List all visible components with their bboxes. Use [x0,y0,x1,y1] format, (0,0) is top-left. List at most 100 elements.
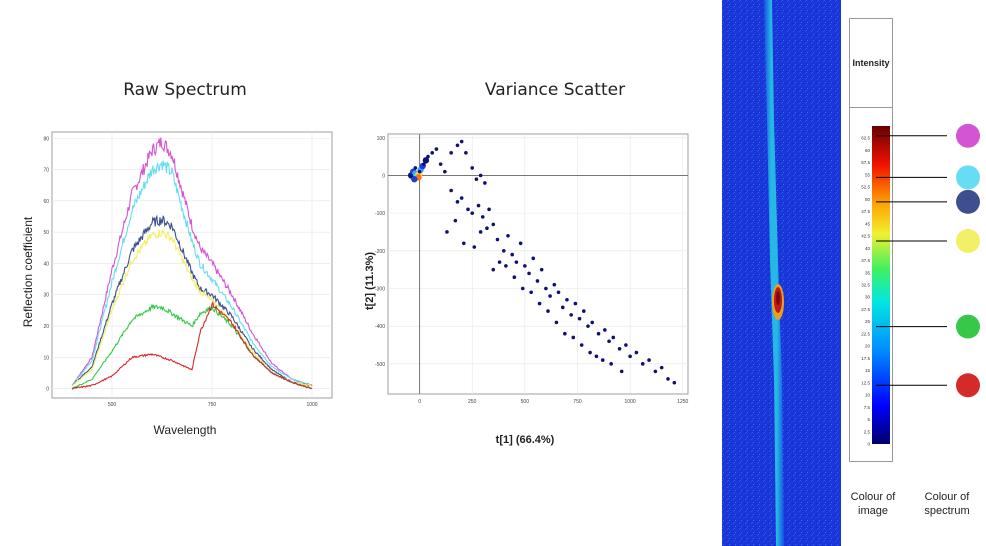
scatter-point [483,181,487,185]
colorbar-tick-label: 47.5 [861,209,870,214]
colorbar-tick-label: 0 [867,442,870,447]
scatter-point [434,147,439,151]
intensity-label: Intensity [852,58,890,68]
scatter-point [501,249,506,253]
colorbar-tick-label: 15 [865,368,871,373]
scatter-point [569,313,573,317]
scatter-point [459,196,464,200]
scatter-point [449,151,453,155]
scatter-point [535,279,540,283]
scatter-point [472,245,477,249]
scatter-point [544,286,548,291]
scatter-point [497,260,502,264]
scatter-point [464,151,468,155]
colorbar-tick-label: 35 [865,270,871,275]
scatter-ytick-label: -400 [375,324,385,330]
colorbar-tick-label: 45 [865,221,871,226]
colorbar-tick-label: 2.5 [864,429,871,434]
colorbar-tick-label: 55 [865,172,871,177]
scatter-point [666,377,670,381]
scatter-ytick-label: 0 [382,173,385,179]
scatter-point [506,233,510,238]
colorbar-tick-label: 42.5 [861,234,870,239]
variance-scatter-title: Variance Scatter [484,80,626,100]
colorbar-tick-label: 5 [867,417,870,422]
colorbar-tick-label: 12.5 [861,380,870,385]
scatter-point [577,316,582,321]
scatter-point [624,343,628,347]
scatter-point [596,331,601,336]
spectrum-series-line [71,214,313,387]
scatter-xtick-label: 0 [418,399,421,405]
scatter-point [455,200,460,204]
raw-ytick-label: 70 [43,168,49,174]
scatter-point [653,369,658,374]
scatter-point [527,271,531,276]
raw-ytick-label: 60 [43,199,49,205]
scatter-point [474,177,479,182]
scatter-point [470,166,475,170]
scatter-point [672,380,677,385]
scatter-point [600,358,605,362]
colorbar-tick-label: 32.5 [861,283,870,288]
colorbar-tick-label: 30 [865,295,871,300]
scatter-point [470,211,475,215]
intensity-legend-box [849,18,893,462]
scatter-point [579,343,584,347]
colorbar-tick-label: 25 [865,319,871,324]
scatter-point [438,162,443,166]
scatter-point [571,335,576,340]
scatter-point [466,207,470,212]
raw-ytick-label: 0 [46,387,49,393]
scatter-point [409,173,413,178]
scatter-point [491,267,496,272]
raw-ytick-label: 40 [43,261,49,267]
scatter-point [607,339,611,344]
raw-xtick-label: 500 [108,402,117,408]
scatter-point [640,362,645,366]
scatter-ytick-label: 100 [377,136,386,142]
scatter-point [537,301,542,306]
raw-ytick-label: 80 [43,136,49,142]
scatter-point [476,203,481,208]
spectrum-colour-swatch [956,314,980,339]
scatter-point [523,264,527,268]
scatter-xtick-label: 1000 [625,399,636,405]
scatter-point [426,154,430,159]
colorbar-tick-label: 50 [865,197,871,202]
raw-spectrum-plot: 0 10 20 30 40 50 60 70 80 500 750 1000 [43,131,333,408]
scatter-point [518,241,523,246]
scatter-point [590,320,595,325]
scatter-point [659,365,664,370]
spectrum-colour-swatch [956,228,980,253]
spectrum-colour-swatch [956,189,980,214]
scatter-point [586,324,590,328]
intensity-stripe [764,0,784,546]
scatter-point [603,328,607,332]
scatter-cluster-point [411,176,418,183]
scatter-ytick-label: -300 [375,286,385,292]
scatter-point [461,241,466,246]
scatter-point [588,350,592,355]
scatter-point [443,169,447,174]
scatter-point [628,354,632,359]
colorbar-tick-label: 22.5 [861,331,870,336]
scatter-point [573,301,578,306]
scatter-point [617,346,622,351]
raw-spectrum-xlabel: Wavelength [153,423,217,437]
colorbar-tick-label: 17.5 [861,356,870,361]
scatter-ytick-label: -200 [375,249,385,255]
scatter-xtick-label: 1250 [677,399,688,405]
raw-ytick-label: 30 [43,293,49,299]
spectrum-colour-swatch [956,123,980,148]
scatter-point [565,297,569,302]
scatter-point [546,309,550,313]
raw-xtick-label: 1000 [306,402,317,408]
scatter-point [611,335,616,340]
scatter-plot-frame [387,133,689,395]
spectrum-colour-swatch [956,373,980,398]
scatter-cluster-point [422,157,430,164]
colorbar-tick-label: 62.5 [861,136,870,141]
intensity-image [722,0,841,546]
colorbar-gradient [872,126,890,444]
